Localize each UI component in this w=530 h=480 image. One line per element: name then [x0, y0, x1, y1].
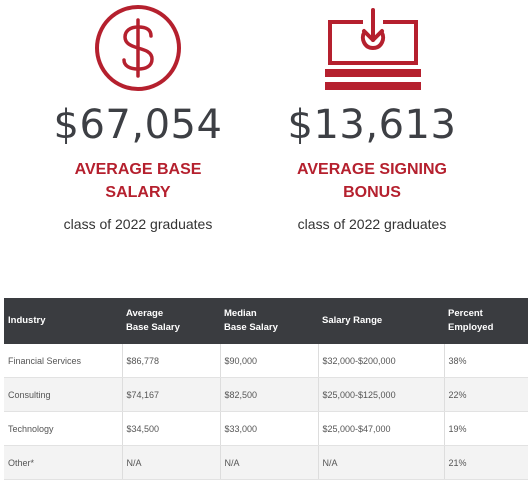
- cell-industry: Other*: [4, 445, 123, 480]
- average-signing-bonus-caption: class of 2022 graduates: [297, 216, 447, 232]
- dollar-circle-icon: [95, 5, 181, 91]
- cell-industry: Consulting: [4, 377, 123, 412]
- header-average-base-salary: Average Base Salary: [122, 298, 220, 344]
- cell-percent-employed: 19%: [444, 411, 528, 446]
- table-row: Other* N/A N/A N/A 21%: [4, 445, 528, 480]
- header-median-base-salary: Median Base Salary: [220, 298, 318, 344]
- cell-median-base-salary: $90,000: [220, 344, 319, 378]
- salary-by-industry-table: Industry Average Base Salary Median Base…: [4, 298, 528, 480]
- signing-bonus-icon: [325, 8, 421, 90]
- average-base-salary-label: AVERAGE BASE SALARY: [74, 161, 202, 201]
- header-salary-range: Salary Range: [318, 298, 444, 344]
- cell-percent-employed: 22%: [444, 377, 528, 412]
- table-row: Technology $34,500 $33,000 $25,000-$47,0…: [4, 411, 528, 446]
- average-base-salary-stat: $67,054 AVERAGE BASE SALARY class of 202…: [13, 0, 263, 232]
- cell-average-base-salary: $34,500: [122, 411, 221, 446]
- cell-salary-range: $25,000-$125,000: [318, 377, 445, 412]
- average-base-salary-caption: class of 2022 graduates: [63, 216, 213, 232]
- table-row: Financial Services $86,778 $90,000 $32,0…: [4, 344, 528, 378]
- cell-average-base-salary: N/A: [122, 445, 221, 480]
- cell-percent-employed: 38%: [444, 344, 528, 378]
- cell-median-base-salary: $33,000: [220, 411, 319, 446]
- average-signing-bonus-stat: $13,613 AVERAGE SIGNING BONUS class of 2…: [247, 0, 497, 232]
- cell-average-base-salary: $86,778: [122, 344, 221, 378]
- cell-average-base-salary: $74,167: [122, 377, 221, 412]
- cell-percent-employed: 21%: [444, 445, 528, 480]
- cell-salary-range: N/A: [318, 445, 445, 480]
- table-row: Consulting $74,167 $82,500 $25,000-$125,…: [4, 377, 528, 412]
- average-base-salary-value: $67,054: [53, 102, 223, 148]
- cell-industry: Financial Services: [4, 344, 123, 378]
- cell-median-base-salary: N/A: [220, 445, 319, 480]
- average-signing-bonus-value: $13,613: [287, 102, 457, 148]
- header-industry: Industry: [4, 298, 122, 344]
- cell-salary-range: $32,000-$200,000: [318, 344, 445, 378]
- table-header-row: Industry Average Base Salary Median Base…: [4, 298, 528, 344]
- cell-median-base-salary: $82,500: [220, 377, 319, 412]
- average-signing-bonus-label: AVERAGE SIGNING BONUS: [297, 161, 447, 201]
- cell-salary-range: $25,000-$47,000: [318, 411, 445, 446]
- header-percent-employed: Percent Employed: [444, 298, 528, 344]
- cell-industry: Technology: [4, 411, 123, 446]
